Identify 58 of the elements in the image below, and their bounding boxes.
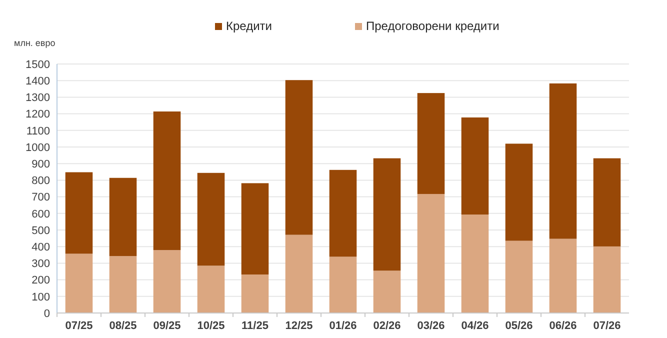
x-tick-label: 01/26 <box>329 320 357 332</box>
y-tick-label: 300 <box>32 258 50 270</box>
y-tick-label: 1300 <box>26 92 50 104</box>
y-tick-label: 1200 <box>26 108 50 121</box>
bar <box>65 172 93 254</box>
y-tick-label: 400 <box>32 241 50 254</box>
bar <box>417 194 445 313</box>
x-tick-label: 04/26 <box>461 320 489 332</box>
bar <box>241 274 269 313</box>
bar <box>109 178 137 256</box>
bar <box>461 117 489 215</box>
bar <box>593 158 621 246</box>
bar <box>329 256 357 313</box>
x-tick-label: 12/25 <box>285 320 313 332</box>
y-tick-label: 0 <box>44 308 50 320</box>
x-tick-label: 03/26 <box>417 320 445 332</box>
x-tick-label: 07/25 <box>65 320 93 332</box>
y-tick-label: 200 <box>32 274 50 287</box>
x-tick-label: 02/26 <box>373 320 401 332</box>
bar <box>241 183 269 274</box>
y-tick-label: 1100 <box>26 125 50 138</box>
bar <box>197 172 225 266</box>
x-tick-label: 06/26 <box>549 320 577 332</box>
bar <box>197 266 225 313</box>
x-tick-label: 10/25 <box>197 320 225 332</box>
bar <box>505 144 533 241</box>
bar <box>65 254 93 313</box>
y-tick-label: 1000 <box>26 142 50 154</box>
bar <box>285 80 313 235</box>
legend-label: Предоговорени кредити <box>366 19 500 33</box>
bar <box>109 256 137 313</box>
bar <box>153 250 181 313</box>
bar <box>329 170 357 257</box>
bar <box>505 240 533 313</box>
x-tick-label: 09/25 <box>153 320 181 332</box>
y-tick-label: 500 <box>32 224 50 237</box>
y-tick-label: 700 <box>32 192 50 204</box>
y-axis-title: млн. евро <box>14 38 56 48</box>
bar <box>593 246 621 313</box>
bar <box>373 270 401 313</box>
x-tick-label: 05/26 <box>505 320 533 332</box>
legend-label: Кредити <box>226 19 272 33</box>
x-tick-label: 11/25 <box>242 320 268 332</box>
x-tick-label: 07/26 <box>593 320 621 332</box>
bar <box>549 238 577 313</box>
y-tick-label: 1400 <box>26 75 50 88</box>
bar <box>461 214 489 313</box>
y-tick-label: 600 <box>32 208 50 220</box>
x-tick-label: 08/25 <box>109 320 137 332</box>
y-tick-label: 1500 <box>26 58 50 71</box>
bar <box>153 111 181 250</box>
bar <box>417 93 445 194</box>
bar <box>373 158 401 271</box>
bar <box>549 83 577 239</box>
y-tick-label: 900 <box>32 158 50 170</box>
y-tick-label: 100 <box>32 291 50 304</box>
y-tick-label: 800 <box>32 175 50 188</box>
bar <box>285 234 313 313</box>
